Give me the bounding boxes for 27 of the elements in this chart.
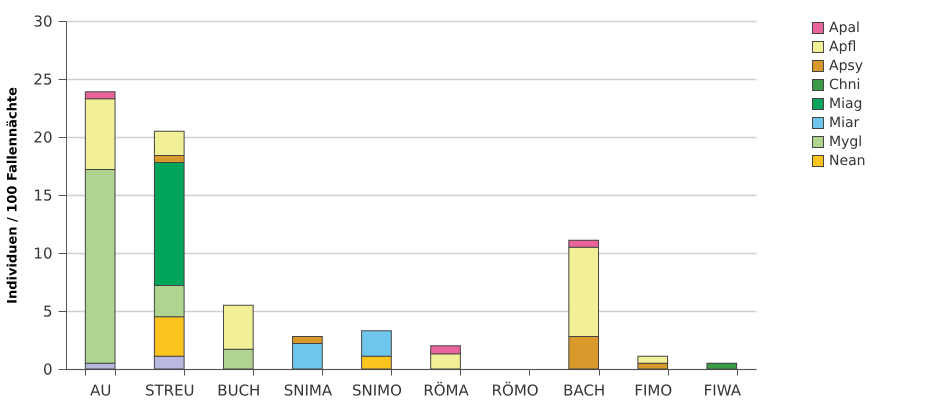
legend-label: Apsy: [829, 58, 864, 74]
x-tick-label: STREU: [144, 382, 195, 400]
x-tick-label: SNIMA: [284, 382, 333, 400]
legend-label: Apfl: [829, 39, 856, 55]
y-tick-label: 5: [42, 302, 52, 320]
x-tick-label: RÖMA: [423, 382, 470, 400]
x-tick-label: BUCH: [217, 382, 260, 400]
y-tick-label: 30: [33, 12, 52, 30]
legend-label: Miar: [829, 115, 860, 131]
y-tick-label: 20: [33, 128, 52, 146]
legend-label: Apal: [829, 20, 860, 36]
x-tick-label: BACH: [563, 382, 606, 400]
x-tick-label: FIMO: [634, 382, 672, 400]
bar: [706, 362, 738, 370]
y-axis-title: Individuen / 100 Fallennächte: [5, 86, 20, 304]
y-tick-label: 10: [33, 244, 52, 262]
y-tick-label: 25: [33, 70, 52, 88]
y-tick-label: 15: [33, 186, 52, 204]
y-tick-label: 0: [42, 360, 52, 378]
x-tick-label: AU: [90, 382, 112, 400]
legend-label: Mygl: [829, 134, 862, 150]
x-tick-label: RÖMO: [492, 382, 539, 400]
legend-label: Miag: [829, 96, 862, 112]
x-tick-label: FIWA: [704, 382, 742, 400]
legend-label: Chni: [829, 77, 860, 93]
x-tick-label: SNIMO: [352, 382, 402, 400]
legend-label: Nean: [829, 153, 866, 169]
